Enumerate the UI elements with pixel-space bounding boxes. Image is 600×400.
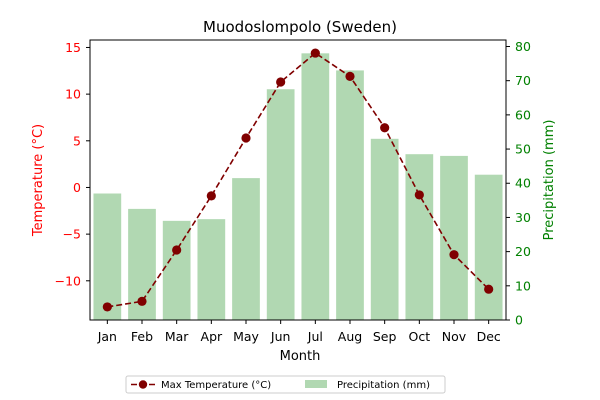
right-tick-label: 40 (515, 176, 531, 191)
left-tick-label: 5 (73, 133, 81, 148)
precipitation-bar-jul (301, 53, 330, 320)
x-tick-label-jan: Jan (97, 329, 117, 344)
legend-marker-sample (138, 380, 148, 389)
chart-title: Muodoslompolo (Sweden) (203, 18, 397, 36)
precipitation-bar-apr (197, 219, 226, 320)
legend-label-precipitation: Precipitation (mm) (337, 380, 430, 391)
precipitation-bar-oct (405, 154, 434, 320)
x-tick-label-dec: Dec (477, 329, 501, 344)
x-tick-label-oct: Oct (409, 329, 431, 344)
left-tick-label: 0 (73, 180, 81, 195)
precipitation-bar-aug (336, 70, 364, 321)
right-axis-label: Precipitation (mm) (542, 120, 557, 241)
temperature-point-may (241, 133, 251, 143)
temperature-point-nov (449, 250, 459, 260)
left-axis-label: Temperature (°C) (31, 124, 46, 237)
plot-frame (89, 39, 507, 321)
left-tick-label: −5 (63, 227, 81, 242)
left-tick-label: −10 (55, 273, 81, 288)
x-axis-label: Month (280, 349, 321, 364)
right-tick-label: 0 (515, 313, 523, 328)
precipitation-bar-dec (474, 174, 503, 320)
right-tick-label: 10 (515, 278, 531, 293)
x-tick-label-may: May (233, 329, 259, 344)
temperature-point-jul (310, 48, 320, 58)
precipitation-bar-sep (370, 138, 399, 320)
temperature-point-jun (276, 77, 286, 87)
right-axis: 0 10 20 30 40 50 60 70 80 Precipitation (mm) (506, 39, 557, 328)
legend-label-temperature: Max Temperature (°C) (161, 380, 271, 391)
x-tick-label-feb: Feb (131, 329, 153, 344)
right-tick-label: 70 (515, 73, 531, 88)
x-tick-label-nov: Nov (442, 329, 467, 344)
right-tick-label: 50 (515, 142, 531, 157)
precipitation-bar-jun (266, 89, 295, 320)
temperature-line-group (102, 48, 494, 312)
x-tick-label-jul: Jul (307, 329, 323, 344)
temperature-point-mar (172, 245, 182, 255)
right-tick-label: 20 (515, 244, 531, 259)
right-tick-label: 60 (515, 107, 531, 122)
legend-box (125, 375, 446, 394)
temperature-point-feb (137, 296, 147, 306)
right-tick-label: 80 (515, 39, 531, 54)
temperature-point-oct (414, 190, 424, 200)
legend: Max Temperature (°C) Precipitation (mm) (125, 375, 446, 394)
legend-bar-swatch (305, 380, 327, 388)
temperature-point-jan (102, 302, 112, 312)
right-tick-label: 30 (515, 210, 531, 225)
precipitation-bars (93, 53, 503, 321)
precipitation-bar-jan (93, 193, 122, 320)
x-tick-label-apr: Apr (201, 329, 223, 344)
left-axis: −10 −5 0 5 10 15 Temperature (°C) (31, 40, 90, 288)
temperature-point-apr (206, 191, 216, 201)
x-tick-label-jun: Jun (270, 329, 291, 344)
precipitation-bar-may (232, 178, 260, 320)
left-tick-label: 15 (65, 40, 81, 55)
x-tick-label-sep: Sep (373, 329, 397, 344)
x-tick-label-aug: Aug (338, 329, 362, 344)
temperature-point-sep (380, 123, 390, 133)
x-axis: Jan Feb Mar Apr May Jun Jul Aug Sep Oct Nov Dec (97, 320, 501, 344)
temperature-point-dec (484, 284, 494, 294)
left-tick-label: 10 (65, 87, 81, 102)
temperature-point-aug (345, 71, 355, 81)
x-tick-label-mar: Mar (165, 329, 189, 344)
temperature-line (107, 52, 490, 308)
precipitation-bar-mar (162, 220, 191, 320)
plot-border (89, 39, 507, 321)
